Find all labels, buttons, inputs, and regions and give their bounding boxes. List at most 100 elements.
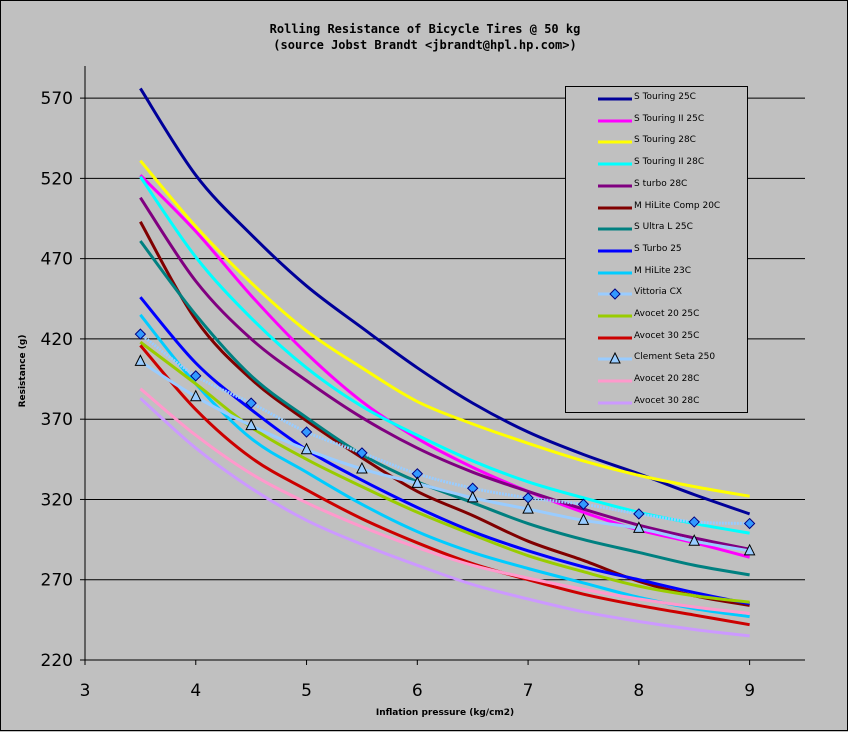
legend-item: S Turbo 25 <box>566 241 747 261</box>
legend-item: Avocet 30 28C <box>566 393 747 413</box>
series-line <box>139 397 750 638</box>
series-5 <box>139 220 750 607</box>
chart-subtitle: (source Jobst Brandt <jbrandt@hpl.hp.com… <box>273 38 577 52</box>
legend-item: S Touring II 28C <box>566 154 747 174</box>
legend-label: Avocet 20 25C <box>634 309 700 319</box>
data-point <box>522 501 534 514</box>
series-lines <box>134 87 756 638</box>
data-point <box>356 461 368 474</box>
series-line <box>139 159 750 498</box>
x-tick-label: 8 <box>633 681 644 701</box>
legend-swatch <box>598 206 632 209</box>
legend-item: M HiLite Comp 20C <box>566 198 747 218</box>
tick-labels: 220 270 320 370 420 470 520 570 3 4 5 6 7 8 9 <box>41 89 755 701</box>
x-tick-label: 6 <box>412 681 423 701</box>
data-point <box>245 397 257 409</box>
legend-swatch <box>598 336 632 340</box>
data-point <box>245 418 257 431</box>
series-11 <box>139 344 750 627</box>
series-13 <box>139 387 750 615</box>
series-line <box>139 387 750 615</box>
legend-item: Vittoria CX <box>566 284 747 304</box>
x-axis-label: Inflation pressure (kg/cm2) <box>376 708 514 718</box>
y-tick-label: 220 <box>41 651 73 671</box>
series-0 <box>139 87 751 516</box>
y-tick-label: 270 <box>41 571 73 591</box>
legend-item: S Touring 28C <box>566 132 747 152</box>
data-point <box>688 516 700 528</box>
data-point <box>134 354 147 366</box>
legend-label: S Touring 25C <box>634 92 696 102</box>
series-2 <box>139 159 750 498</box>
legend-item: Avocet 30 25C <box>566 328 747 348</box>
series-line <box>139 313 750 619</box>
y-tick-label: 470 <box>41 250 73 270</box>
legend-item: Avocet 20 25C <box>566 306 747 326</box>
x-tick-label: 5 <box>301 681 312 701</box>
legend-item: Clement Seta 250 <box>566 349 747 369</box>
legend-swatch <box>598 401 632 405</box>
legend-swatch <box>598 314 632 318</box>
legend-label: Avocet 30 25C <box>634 330 700 341</box>
legend-swatch <box>598 119 632 123</box>
series-line <box>139 344 750 627</box>
legend-swatch <box>598 184 632 188</box>
legend-swatch <box>598 379 632 383</box>
data-point <box>633 521 645 533</box>
legend-item: S Touring II 25C <box>566 111 747 131</box>
chart-title: Rolling Resistance of Bicycle Tires @ 50… <box>269 22 581 36</box>
legend-label: Avocet 20 28C <box>634 374 700 385</box>
data-point <box>577 498 590 510</box>
x-tick-label: 7 <box>523 681 534 701</box>
legend-item: S Touring 25C <box>566 89 747 109</box>
legend-swatch <box>598 227 632 231</box>
legend-item: S turbo 28C <box>566 176 747 196</box>
series-12 <box>134 354 756 556</box>
series-9 <box>134 328 756 530</box>
data-point <box>134 328 147 340</box>
data-point <box>190 370 202 382</box>
y-tick-label: 570 <box>41 89 73 109</box>
data-point <box>743 517 756 530</box>
legend-label: M HiLite 23C <box>634 265 692 276</box>
series-line <box>139 87 751 516</box>
legend-item: Avocet 20 28C <box>566 371 747 391</box>
y-tick-label: 370 <box>41 410 73 430</box>
legend-item: S Ultra L 25C <box>566 219 747 239</box>
data-point <box>411 476 424 488</box>
data-point <box>688 534 701 546</box>
legend-label: S Ultra L 25C <box>634 222 693 233</box>
data-point <box>743 543 756 556</box>
data-point <box>189 389 202 402</box>
legend-swatch <box>598 249 632 253</box>
legend-swatch <box>598 162 632 166</box>
x-tick-label: 4 <box>190 681 201 701</box>
legend-label: Clement Seta 250 <box>634 352 716 363</box>
x-tick-label: 9 <box>744 681 755 701</box>
data-point <box>300 442 313 455</box>
series-line <box>139 220 750 607</box>
legend-label: Vittoria CX <box>634 287 683 298</box>
data-point <box>577 513 590 525</box>
legend-swatch <box>598 97 632 101</box>
legend-label: M HiLite Comp 20C <box>634 200 721 211</box>
legend-label: S turbo 28C <box>634 178 688 189</box>
legend-label: S Touring II 28C <box>634 157 705 168</box>
legend-label: S Turbo 25 <box>634 243 682 254</box>
legend-swatch <box>598 352 632 364</box>
legend: S Touring 25C S Touring II 25C S Touring 2… <box>565 86 748 413</box>
data-point <box>633 508 645 520</box>
legend-label: S Touring II 25C <box>634 113 705 124</box>
legend-swatch <box>598 140 632 144</box>
y-tick-label: 520 <box>41 169 73 189</box>
legend-swatch <box>598 288 632 301</box>
legend-item: M HiLite 23C <box>566 263 747 283</box>
y-tick-label: 320 <box>41 490 73 510</box>
legend-swatch <box>598 271 632 275</box>
data-point <box>300 426 313 438</box>
legend-swatch-marker <box>609 352 621 364</box>
y-axis-label: Resistance (g) <box>18 335 28 408</box>
series-14 <box>139 397 750 638</box>
